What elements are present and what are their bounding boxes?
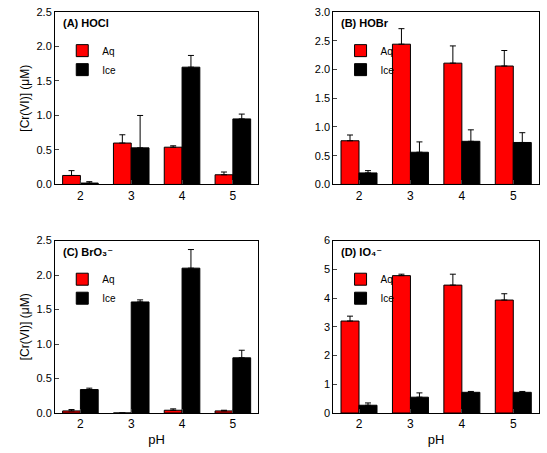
svg-text:[Cr(VI)] (μM): [Cr(VI)] (μM) xyxy=(18,293,32,360)
svg-text:3.0: 3.0 xyxy=(315,6,330,18)
svg-text:pH: pH xyxy=(428,432,445,447)
svg-text:Ice: Ice xyxy=(102,65,116,76)
svg-text:(C) BrO₃⁻: (C) BrO₃⁻ xyxy=(63,246,113,258)
svg-text:3: 3 xyxy=(324,321,330,333)
svg-text:Ice: Ice xyxy=(102,293,116,304)
svg-text:0: 0 xyxy=(324,407,330,419)
svg-text:3: 3 xyxy=(128,189,135,203)
svg-text:1.5: 1.5 xyxy=(37,75,52,87)
svg-text:4: 4 xyxy=(179,189,186,203)
svg-text:1.0: 1.0 xyxy=(37,338,52,350)
svg-text:2.0: 2.0 xyxy=(315,63,330,75)
svg-text:4: 4 xyxy=(324,292,330,304)
svg-text:5: 5 xyxy=(230,189,237,203)
svg-text:4: 4 xyxy=(459,189,466,203)
svg-text:2: 2 xyxy=(77,417,84,431)
svg-text:2.5: 2.5 xyxy=(315,35,330,47)
svg-text:1.0: 1.0 xyxy=(37,109,52,121)
svg-text:pH: pH xyxy=(148,432,165,447)
svg-text:0.0: 0.0 xyxy=(37,178,52,190)
svg-text:Ice: Ice xyxy=(381,293,395,304)
svg-text:2.5: 2.5 xyxy=(37,6,52,18)
svg-text:2.0: 2.0 xyxy=(37,40,52,52)
svg-text:Ice: Ice xyxy=(381,65,395,76)
svg-text:2: 2 xyxy=(324,349,330,361)
svg-text:5: 5 xyxy=(324,263,330,275)
svg-text:2: 2 xyxy=(356,417,363,431)
svg-text:Aq: Aq xyxy=(381,274,393,285)
svg-text:Aq: Aq xyxy=(102,274,114,285)
svg-text:3: 3 xyxy=(407,417,414,431)
svg-text:0.5: 0.5 xyxy=(37,144,52,156)
svg-text:[Cr(VI)] (μM): [Cr(VI)] (μM) xyxy=(18,65,32,132)
svg-text:2: 2 xyxy=(77,189,84,203)
svg-text:3: 3 xyxy=(128,417,135,431)
svg-text:6: 6 xyxy=(324,234,330,246)
svg-text:1: 1 xyxy=(324,378,330,390)
svg-text:(D) IO₄⁻: (D) IO₄⁻ xyxy=(341,246,382,258)
svg-text:5: 5 xyxy=(510,189,517,203)
svg-text:(B) HOBr: (B) HOBr xyxy=(341,17,389,29)
svg-text:2.5: 2.5 xyxy=(37,234,52,246)
svg-text:Aq: Aq xyxy=(381,46,393,57)
svg-text:0.0: 0.0 xyxy=(37,407,52,419)
svg-text:4: 4 xyxy=(459,417,466,431)
svg-text:5: 5 xyxy=(230,417,237,431)
svg-text:0.5: 0.5 xyxy=(315,150,330,162)
svg-text:(A) HOCl: (A) HOCl xyxy=(63,17,109,29)
svg-text:Aq: Aq xyxy=(102,46,114,57)
svg-text:2.0: 2.0 xyxy=(37,269,52,281)
svg-text:5: 5 xyxy=(510,417,517,431)
svg-text:0.0: 0.0 xyxy=(315,178,330,190)
svg-text:0.5: 0.5 xyxy=(37,372,52,384)
svg-text:3: 3 xyxy=(407,189,414,203)
svg-text:1.5: 1.5 xyxy=(315,92,330,104)
svg-text:2: 2 xyxy=(356,189,363,203)
svg-text:1.5: 1.5 xyxy=(37,303,52,315)
svg-text:1.0: 1.0 xyxy=(315,121,330,133)
svg-text:4: 4 xyxy=(179,417,186,431)
